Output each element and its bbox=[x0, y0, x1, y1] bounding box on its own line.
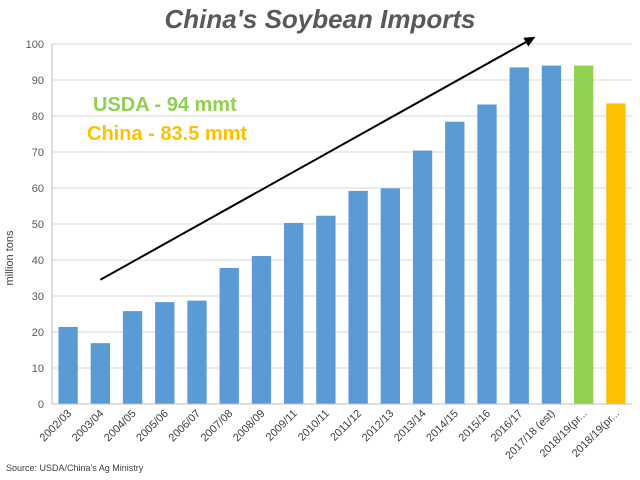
bar bbox=[219, 267, 239, 404]
source-note: Source: USDA/China's Ag Ministry bbox=[6, 463, 144, 473]
x-tick-label: 2005/06 bbox=[134, 408, 171, 445]
trend-arrow-line bbox=[99, 41, 527, 281]
y-tick-label: 30 bbox=[32, 291, 44, 303]
x-tick-label: 2010/11 bbox=[296, 408, 332, 444]
bar bbox=[380, 188, 400, 404]
annotations: USDA - 94 mmt China - 83.5 mmt bbox=[87, 94, 247, 145]
x-tick-label: 2013/14 bbox=[392, 408, 429, 445]
bar bbox=[251, 256, 272, 404]
gridlines bbox=[52, 43, 632, 405]
x-tick-label: 2007/08 bbox=[199, 408, 236, 445]
annotation-usda: USDA - 94 mmt bbox=[93, 94, 237, 116]
bar bbox=[477, 104, 497, 404]
y-tick-label: 100 bbox=[26, 39, 44, 51]
y-tick-label: 40 bbox=[32, 255, 44, 267]
y-tick-label: 20 bbox=[32, 327, 44, 339]
y-tick-label: 90 bbox=[32, 75, 44, 87]
chart-title: China's Soybean Imports bbox=[164, 4, 476, 34]
bar bbox=[445, 121, 465, 404]
x-tick-label: 2002/03 bbox=[38, 408, 75, 445]
y-tick-label: 70 bbox=[32, 147, 44, 159]
bars bbox=[58, 65, 626, 405]
axes bbox=[51, 44, 632, 405]
y-axis-label: million tons bbox=[4, 230, 16, 286]
x-tick-label: 2011/12 bbox=[328, 408, 364, 444]
bar bbox=[509, 67, 529, 405]
bar bbox=[412, 150, 433, 404]
x-tick-label: 2009/11 bbox=[264, 408, 300, 444]
x-tick-label: 2004/05 bbox=[102, 408, 139, 445]
trend-arrow-head bbox=[523, 36, 536, 47]
bar bbox=[574, 65, 594, 404]
y-tick-label: 0 bbox=[38, 399, 44, 411]
trend-arrow bbox=[99, 36, 536, 281]
y-tick-label: 80 bbox=[32, 111, 44, 123]
bar bbox=[187, 300, 207, 404]
x-tick-label: 2015/16 bbox=[457, 408, 494, 445]
x-tick-label: 2006/07 bbox=[167, 408, 204, 445]
x-tick-label: 2003/04 bbox=[70, 408, 107, 445]
x-tick-labels: 2002/032003/042004/052005/062006/072007/… bbox=[38, 408, 622, 462]
x-tick-label: 2012/13 bbox=[360, 408, 397, 445]
annotation-china: China - 83.5 mmt bbox=[87, 123, 247, 145]
bar bbox=[541, 65, 562, 404]
y-tick-label: 50 bbox=[32, 219, 44, 231]
bar bbox=[155, 302, 175, 404]
bar bbox=[606, 103, 626, 405]
bar bbox=[316, 215, 336, 404]
bar bbox=[90, 343, 110, 404]
y-tick-labels: 0 10 20 30 40 50 60 70 80 90 100 bbox=[26, 39, 44, 411]
x-tick-label: 2008/09 bbox=[231, 408, 268, 445]
bar bbox=[284, 222, 304, 404]
x-tick-label: 2014/15 bbox=[424, 408, 461, 445]
y-tick-label: 60 bbox=[32, 183, 44, 195]
bar bbox=[58, 326, 78, 404]
y-tick-label: 10 bbox=[32, 363, 44, 375]
bar bbox=[122, 311, 143, 404]
bar bbox=[348, 190, 368, 404]
